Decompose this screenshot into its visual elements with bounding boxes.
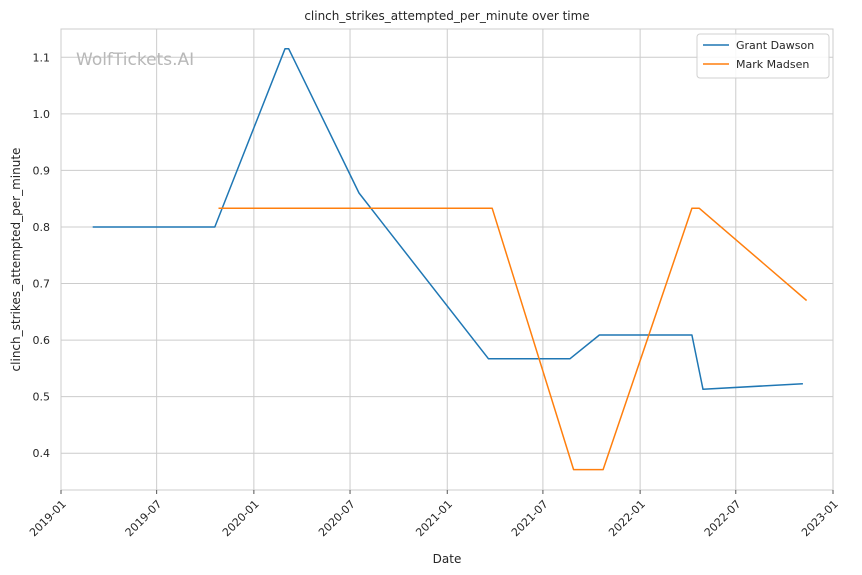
y-tick-label: 0.6 — [33, 334, 51, 347]
x-tick-label: 2019-07 — [123, 498, 165, 540]
y-tick-label: 1.1 — [33, 51, 51, 64]
legend: Grant Dawson Mark Madsen — [696, 33, 830, 79]
chart-title: clinch_strikes_attempted_per_minute over… — [304, 9, 589, 23]
x-tick-label: 2019-01 — [27, 498, 69, 540]
y-axis-ticks: 0.4 0.5 0.6 0.7 0.8 0.9 1.0 1.1 — [33, 51, 51, 460]
y-tick-label: 0.5 — [33, 391, 51, 404]
legend-box — [696, 33, 830, 79]
x-axis-ticks: 2019-01 2019-07 2020-01 2020-07 2021-01 2021-… — [27, 490, 841, 539]
x-tick-label: 2022-01 — [606, 498, 648, 540]
y-tick-label: 0.4 — [33, 447, 51, 460]
y-tick-label: 0.9 — [33, 164, 51, 177]
x-tick-label: 2023-01 — [799, 498, 841, 540]
legend-label: Mark Madsen — [736, 58, 809, 71]
y-tick-label: 0.7 — [33, 278, 51, 291]
x-tick-label: 2022-07 — [702, 498, 744, 540]
legend-label: Grant Dawson — [736, 39, 814, 52]
y-tick-label: 0.8 — [33, 221, 51, 234]
series-line — [218, 207, 808, 471]
y-axis-label: clinch_strikes_attempted_per_minute — [9, 148, 23, 372]
x-tick-label: 2021-07 — [509, 498, 551, 540]
x-axis-label: Date — [433, 552, 462, 566]
x-tick-label: 2020-01 — [220, 498, 262, 540]
watermark-text: WolfTickets.AI — [76, 50, 194, 70]
series-line — [92, 48, 803, 391]
series-layer — [92, 48, 808, 471]
x-tick-label: 2020-07 — [316, 498, 358, 540]
x-gridlines — [60, 29, 834, 490]
y-tick-label: 1.0 — [33, 108, 51, 121]
x-tick-label: 2021-01 — [413, 498, 455, 540]
